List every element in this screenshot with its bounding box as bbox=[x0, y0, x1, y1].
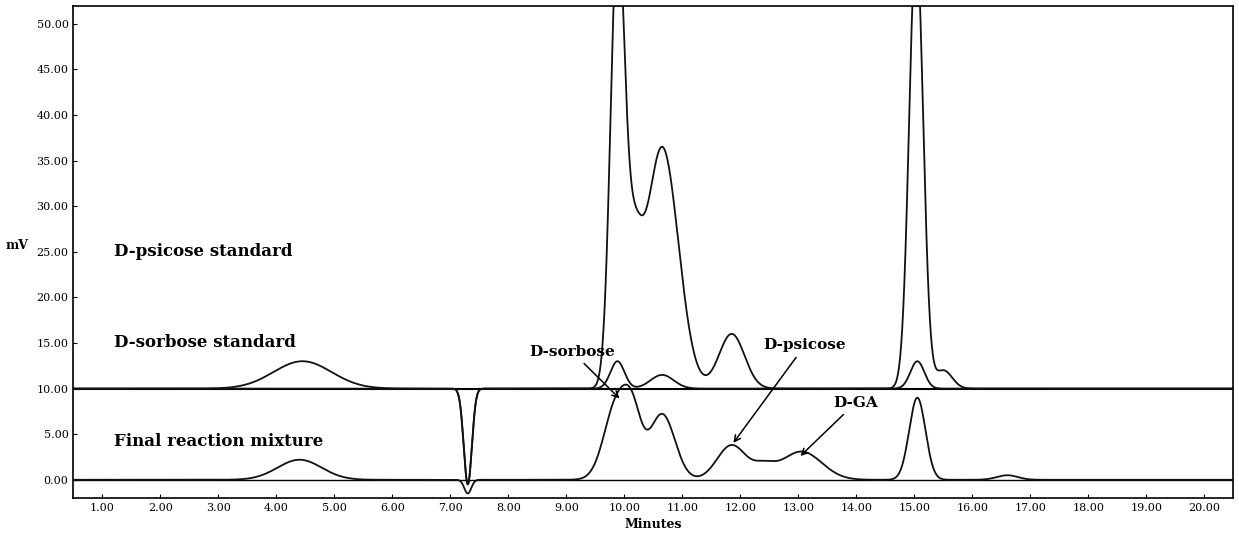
Text: D-psicose standard: D-psicose standard bbox=[114, 243, 292, 260]
Text: D-sorbose standard: D-sorbose standard bbox=[114, 335, 296, 352]
Text: D-GA: D-GA bbox=[802, 396, 878, 455]
Text: D-psicose: D-psicose bbox=[735, 338, 846, 441]
Y-axis label: mV: mV bbox=[5, 239, 28, 252]
Text: D-sorbose: D-sorbose bbox=[529, 345, 618, 397]
X-axis label: Minutes: Minutes bbox=[624, 518, 683, 532]
Text: Final reaction mixture: Final reaction mixture bbox=[114, 433, 323, 450]
